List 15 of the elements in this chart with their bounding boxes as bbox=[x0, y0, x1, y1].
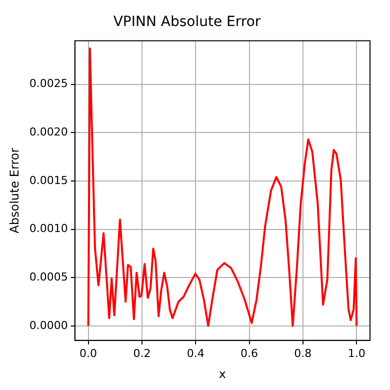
chart-title: VPINN Absolute Error bbox=[113, 14, 261, 30]
x-tick-label: 0.0 bbox=[80, 346, 98, 360]
y-tick-label: 0.0010 bbox=[29, 222, 68, 236]
x-tick-label: 0.2 bbox=[133, 346, 151, 360]
y-tick-label: 0.0005 bbox=[29, 270, 68, 284]
x-tick-label: 1.0 bbox=[348, 346, 366, 360]
x-tick-label: 0.8 bbox=[294, 346, 312, 360]
y-tick-label: 0.0020 bbox=[29, 125, 68, 138]
x-tick-label: 0.6 bbox=[240, 346, 258, 360]
x-tick-label: 0.4 bbox=[186, 346, 204, 360]
x-axis-title: x bbox=[218, 366, 226, 381]
y-tick-label: 0.0015 bbox=[29, 174, 68, 187]
y-tick-label: 0.0025 bbox=[29, 77, 68, 90]
y-tick-label: 0.0000 bbox=[29, 318, 68, 332]
y-axis-title: Absolute Error bbox=[7, 148, 22, 234]
